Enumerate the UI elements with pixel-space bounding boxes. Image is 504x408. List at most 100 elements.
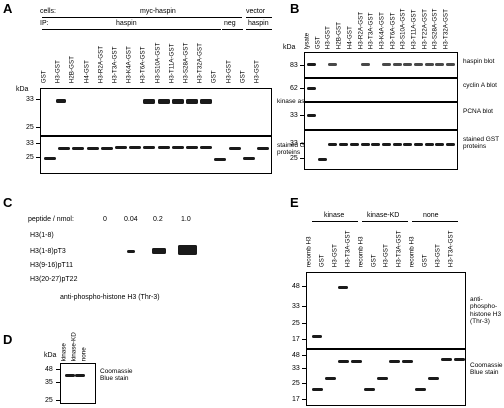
c-row-0: H3(1-8) (30, 232, 54, 239)
b-lane-label-0: lysate (303, 32, 311, 50)
amount-1: 0.04 (124, 216, 138, 223)
e-lane-label-4: recomb H3 (357, 236, 365, 268)
a-stain-band-4 (100, 147, 113, 150)
a-kinase-band-8 (157, 99, 170, 104)
a-stain-band-9 (171, 146, 184, 149)
myc-haspin-label: myc-haspin (140, 8, 176, 15)
c-caption: anti-phospho-histone H3 (Thr-3) (60, 294, 160, 301)
a-blot1-marker-25: 25 (26, 124, 34, 131)
a-lane-label-11: H3-T32A-GST (196, 43, 204, 84)
b-blot4-tick-33 (300, 143, 304, 144)
b-haspin-band-0 (307, 63, 316, 66)
panel-b-stained-gst-blot (304, 130, 458, 170)
b-haspin-band-8 (392, 63, 402, 66)
b-lane-label-1: GST (314, 36, 322, 50)
a-lane-label-15: H3-GST (253, 60, 261, 84)
ip-haspin2-label: haspin (248, 20, 269, 27)
panel-d-coomassie-blot (60, 363, 96, 404)
e-stain-band-10 (441, 358, 452, 361)
e-lane-label-10: H3-GST (434, 244, 442, 268)
b-blot2-tick (300, 88, 304, 89)
b-stain-band-12 (435, 143, 445, 146)
d-lane-label-0: kinase (60, 343, 68, 362)
b-stain-band-10 (414, 143, 423, 146)
e-blot2-marker-25: 25 (292, 380, 300, 387)
e-lane-label-2: H3-GST (331, 244, 339, 268)
ip-neg-label: neg (224, 20, 236, 27)
panel-b-haspin-blot (304, 52, 458, 78)
e-blot1-marker-25: 25 (292, 320, 300, 327)
a-stain-band-11 (200, 146, 213, 149)
b-lane-label-4: H4-GST (346, 26, 354, 50)
b-stain-band-2 (328, 143, 338, 146)
a-stain-band-2 (72, 147, 85, 150)
a-lane-label-14: GST (239, 70, 247, 84)
e-blot1-marker-33: 33 (292, 303, 300, 310)
b-lane-label-13: H3-T32A-GST (442, 9, 450, 50)
d-lane-label-1: kinase-KD (70, 332, 78, 362)
a-kinase-band-11 (200, 99, 213, 104)
e-phospho-band-0 (312, 335, 322, 338)
e-stain-band-3 (350, 360, 362, 363)
b-stain-band-13 (446, 143, 456, 146)
b-lane-label-9: H3-S10A-GST (400, 8, 407, 50)
b-stain-band-1 (317, 158, 327, 161)
e-blot1-tick-25 (302, 323, 306, 324)
e-group-kinase-kd: kinase-KD (367, 212, 400, 219)
b-haspin-band-2 (328, 63, 338, 66)
amount-0: 0 (103, 216, 107, 223)
a-lane-label-2: H2B-GST (69, 56, 77, 84)
d-marker-48: 48 (45, 366, 53, 373)
b-lane-label-10: H3-T11A-GST (410, 9, 418, 50)
e-blot2-marker-17: 17 (292, 396, 300, 403)
b-blot3-label: PCNA blot (463, 108, 493, 115)
d-blot-label: Coomassie Blue stain (100, 368, 133, 383)
a-stain-band-15 (257, 147, 269, 150)
b-lane-label-8: H3-T6A-GST (389, 12, 397, 50)
d-lane-label-2: none (80, 347, 88, 362)
b-blot1-label: haspin blot (463, 58, 495, 65)
d-band-kinase (65, 374, 75, 377)
e-stain-band-4 (363, 388, 375, 391)
e-stain-band-8 (415, 388, 427, 391)
e-stain-band-6 (389, 360, 401, 363)
e-blot1-label: anti-phospho-histone H3 (Thr-3) (470, 296, 502, 326)
ip-haspin2-bar (246, 29, 272, 30)
e-blot1-tick-33 (302, 306, 306, 307)
b-blot1-tick (300, 65, 304, 66)
a-lane-label-3: H4-GST (83, 60, 91, 84)
e-blot2-tick-48 (302, 355, 306, 356)
b-lane-label-3: H2B-GST (335, 22, 343, 50)
e-stain-band-7 (402, 360, 414, 363)
b-blot3-marker-33: 33 (290, 112, 298, 119)
a-lane-label-7: H3-T6A-GST (140, 46, 148, 84)
e-blot2-tick-25 (302, 383, 306, 384)
a-lane-label-9: H3-T11A-GST (168, 43, 176, 84)
b-haspin-band-5 (360, 63, 370, 66)
e-group-none: none (423, 212, 439, 219)
b-stain-band-5 (360, 143, 370, 146)
panel-c-dot-blot (94, 227, 198, 287)
e-blot2-tick-17 (302, 399, 306, 400)
b-blot4-marker-25: 25 (290, 155, 298, 162)
a-stain-band-5 (115, 146, 127, 149)
b-lane-label-6: H3-T3A-GST (367, 12, 375, 50)
vector-bar (246, 17, 272, 18)
a-stain-band-10 (186, 146, 198, 149)
panel-e-label: E (290, 195, 299, 210)
b-blot2-marker-62: 62 (290, 85, 298, 92)
a-lane-label-4: H3-R2A-GST (97, 45, 105, 84)
a-blot2-marker-25: 25 (26, 154, 34, 161)
e-blot2-marker-33: 33 (292, 365, 300, 372)
amount-2: 0.2 (153, 216, 163, 223)
a-lane-label-5: H3-T3A-GST (111, 46, 119, 84)
panel-e-phospho-blot (306, 272, 466, 349)
a-stain-band-12 (214, 158, 227, 161)
a-lane-label-6: H3-K4A-GST (125, 46, 133, 84)
c-dot-0.2 (152, 248, 166, 254)
e-lane-label-9: GST (421, 254, 429, 268)
e-stain-band-0 (312, 388, 323, 391)
b-lane-label-2: H3-GST (325, 26, 333, 50)
b-blot4-label: stained GST proteins (463, 136, 500, 151)
ip-label: IP: (40, 20, 49, 27)
